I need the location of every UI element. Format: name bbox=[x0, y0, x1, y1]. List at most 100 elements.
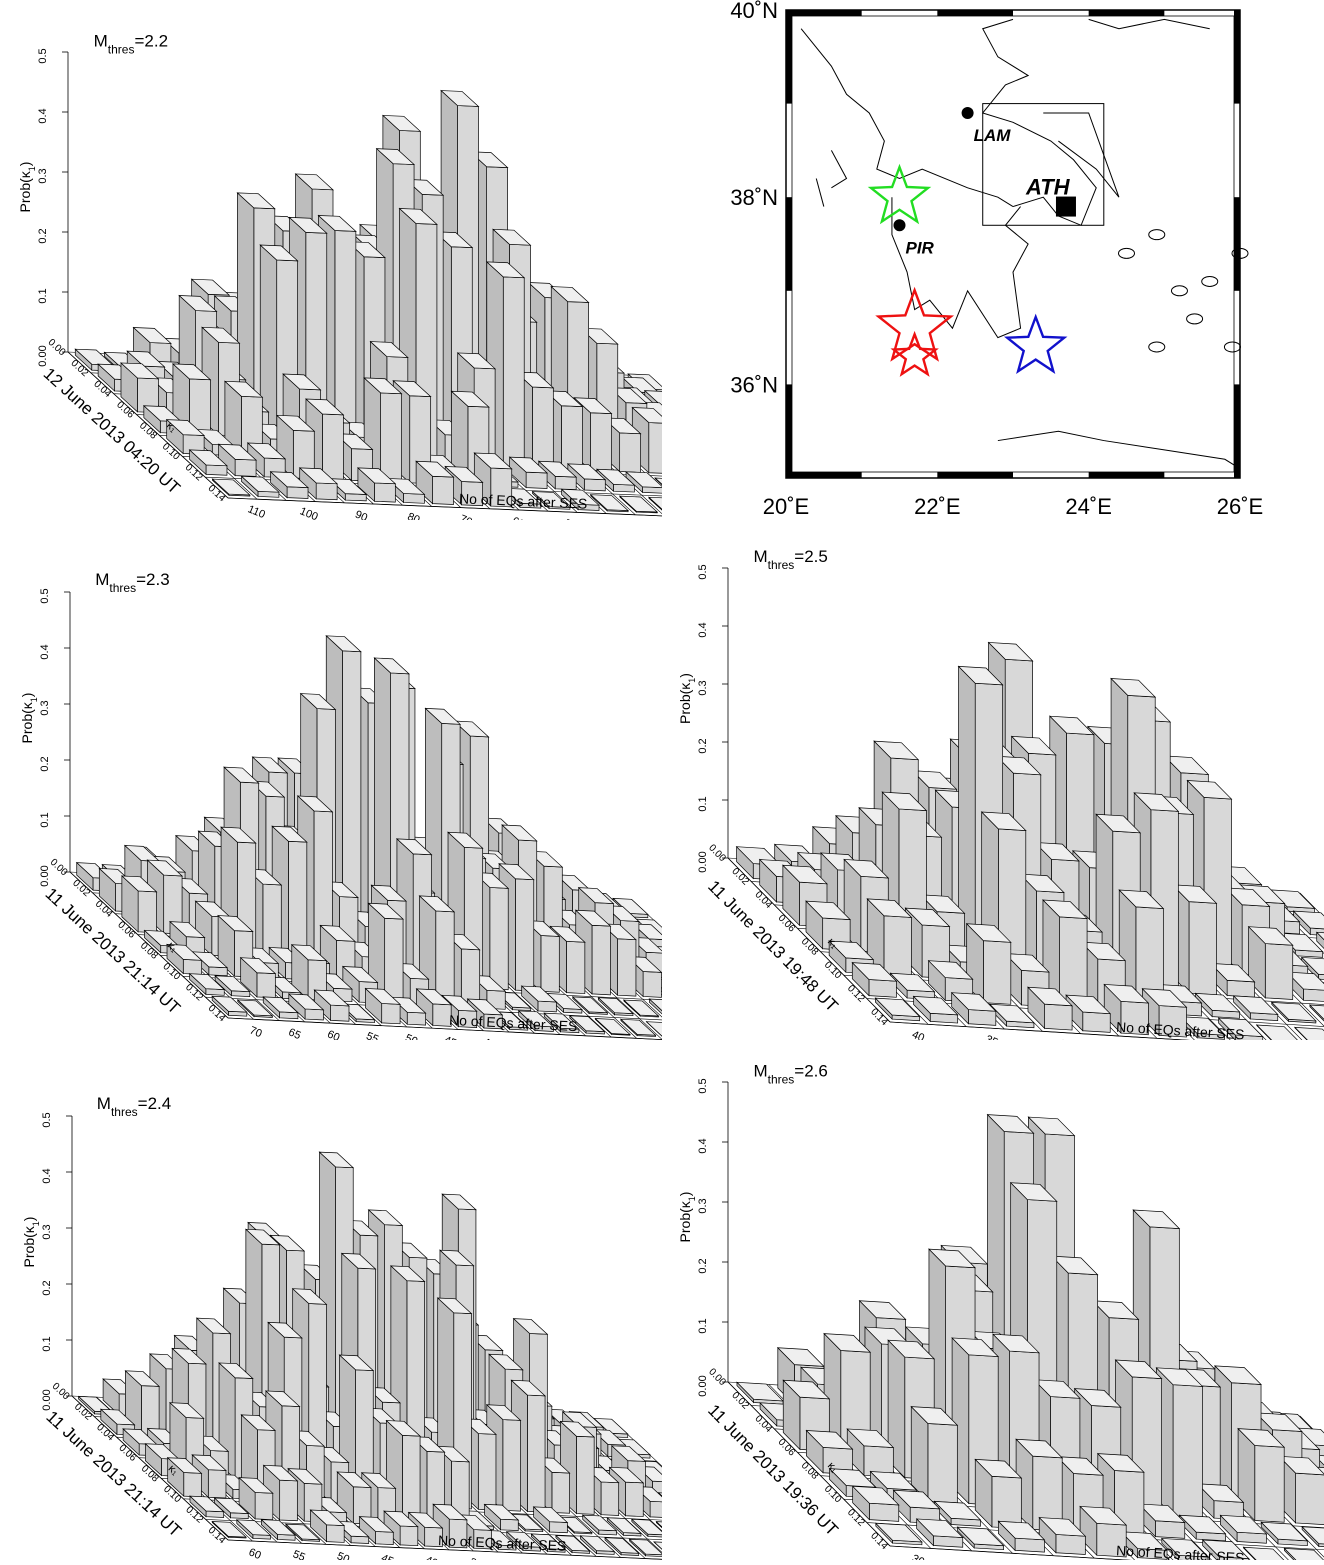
bar-front-face bbox=[1265, 944, 1292, 1000]
bar-front-face bbox=[650, 1501, 662, 1517]
map-scale-bar bbox=[786, 384, 792, 478]
histogram-3d-mthres-2-4: 0.000.10.20.30.40.5Prob(κ1)0.000.020.040… bbox=[0, 1040, 662, 1560]
bar-front-face bbox=[541, 936, 559, 993]
map-scale-bar bbox=[786, 197, 792, 291]
bar-front-face bbox=[869, 980, 896, 998]
bar bbox=[911, 1407, 957, 1503]
map-scale-bar bbox=[786, 472, 862, 478]
island bbox=[1224, 342, 1240, 352]
bar-front-face bbox=[649, 423, 662, 474]
lon-label: 26˚E bbox=[1217, 494, 1263, 519]
bar bbox=[1261, 1522, 1307, 1545]
n-tick-label: 70 bbox=[458, 513, 474, 520]
z-tick-label: 0.00 bbox=[697, 1375, 709, 1396]
bars bbox=[75, 91, 662, 519]
map-scale-bar bbox=[1089, 10, 1165, 16]
bar-front-face bbox=[255, 1492, 273, 1519]
bar-front-face bbox=[869, 1503, 898, 1521]
z-tick-label: 0.5 bbox=[697, 564, 709, 579]
n-tick-label: 30 bbox=[910, 1553, 926, 1560]
epicenter-star-icon bbox=[871, 167, 928, 221]
map-scale-bar bbox=[1234, 384, 1240, 478]
island bbox=[1187, 314, 1203, 324]
bar bbox=[1234, 996, 1278, 1021]
n-tick-label: 55 bbox=[291, 1548, 307, 1560]
bar bbox=[990, 1004, 1034, 1027]
bars bbox=[737, 642, 1324, 1040]
bar bbox=[967, 924, 1011, 1005]
n-tick-label: 40 bbox=[910, 1029, 926, 1040]
bar-front-face bbox=[385, 918, 403, 1004]
bar-front-face bbox=[526, 472, 547, 488]
bar-front-face bbox=[287, 487, 308, 499]
n-tick-label: 55 bbox=[364, 1030, 380, 1040]
n-tick-label: 70 bbox=[248, 1024, 264, 1040]
mthres-annotation: Mthres=2.5 bbox=[753, 547, 827, 572]
coastline-segment bbox=[1089, 19, 1210, 28]
bar bbox=[1272, 1002, 1316, 1023]
z-tick-label: 0.3 bbox=[41, 1224, 53, 1239]
bar-front-face bbox=[1056, 1534, 1085, 1554]
map-inner-border bbox=[792, 16, 1234, 472]
bar-front-face bbox=[374, 483, 395, 502]
coastline-segment bbox=[998, 431, 1240, 468]
map-border bbox=[786, 10, 1240, 478]
z-tick-label: 0.4 bbox=[39, 644, 51, 659]
bar-front-face bbox=[503, 277, 524, 468]
bar-front-face bbox=[561, 406, 582, 470]
coastline-segment bbox=[831, 150, 846, 187]
kappa-tick-label: 0.00 bbox=[706, 1367, 728, 1389]
bar-front-face bbox=[288, 841, 306, 960]
z-axis-label: Prob(κ1) bbox=[21, 1217, 41, 1268]
bar-front-face bbox=[1303, 989, 1324, 1002]
coastline-segment bbox=[816, 178, 824, 206]
bar-front-face bbox=[1045, 1004, 1072, 1030]
bar-front-face bbox=[527, 1395, 545, 1512]
map-scale-bar bbox=[786, 10, 792, 104]
z-tick-label: 0.2 bbox=[39, 756, 51, 771]
bar-top-face bbox=[1272, 1002, 1316, 1021]
island bbox=[1119, 248, 1135, 258]
station-label: PIR bbox=[906, 238, 935, 257]
region-box bbox=[983, 104, 1104, 226]
station-dot bbox=[894, 219, 906, 231]
histogram-3d-mthres-2-6: 0.000.10.20.30.40.5Prob(κ1)0.000.020.040… bbox=[662, 1040, 1324, 1560]
n-tick-label: 40 bbox=[424, 1554, 440, 1560]
bar-front-face bbox=[613, 484, 634, 492]
lat-label: 40˚N bbox=[730, 0, 778, 23]
bar-front-face bbox=[326, 1525, 344, 1543]
z-tick-label: 0.1 bbox=[697, 1318, 709, 1333]
z-tick-label: 0.5 bbox=[697, 1078, 709, 1093]
n-tick-label: 90 bbox=[353, 509, 369, 520]
bar bbox=[1180, 1515, 1226, 1541]
bar-front-face bbox=[433, 476, 454, 504]
bar-front-face bbox=[538, 1001, 556, 1012]
bar-front-face bbox=[331, 1005, 349, 1021]
bar-top-face bbox=[1284, 1548, 1324, 1560]
bar-front-face bbox=[335, 230, 356, 440]
mthres-annotation: Mthres=2.4 bbox=[97, 1094, 171, 1119]
lon-label: 20˚E bbox=[763, 494, 809, 519]
bar-front-face bbox=[576, 1436, 594, 1514]
station-dot bbox=[962, 107, 974, 119]
bar-front-face bbox=[1155, 1521, 1184, 1539]
bar-front-face bbox=[490, 887, 508, 989]
bar-front-face bbox=[1189, 902, 1216, 995]
map-scale-bar bbox=[937, 10, 1013, 16]
bar-front-face bbox=[503, 1420, 521, 1512]
bar bbox=[1244, 1547, 1290, 1560]
z-tick-label: 0.4 bbox=[37, 108, 49, 123]
map-scale-bar bbox=[1234, 197, 1240, 291]
z-tick-label: 0.00 bbox=[39, 865, 51, 886]
histogram-3d-mthres-2-3: 0.000.10.20.30.40.5Prob(κ1)0.000.020.040… bbox=[0, 520, 662, 1040]
n-tick-label: 80 bbox=[406, 511, 422, 520]
lon-label: 24˚E bbox=[1065, 494, 1111, 519]
bar-front-face bbox=[400, 1526, 418, 1546]
bars bbox=[79, 1152, 662, 1560]
